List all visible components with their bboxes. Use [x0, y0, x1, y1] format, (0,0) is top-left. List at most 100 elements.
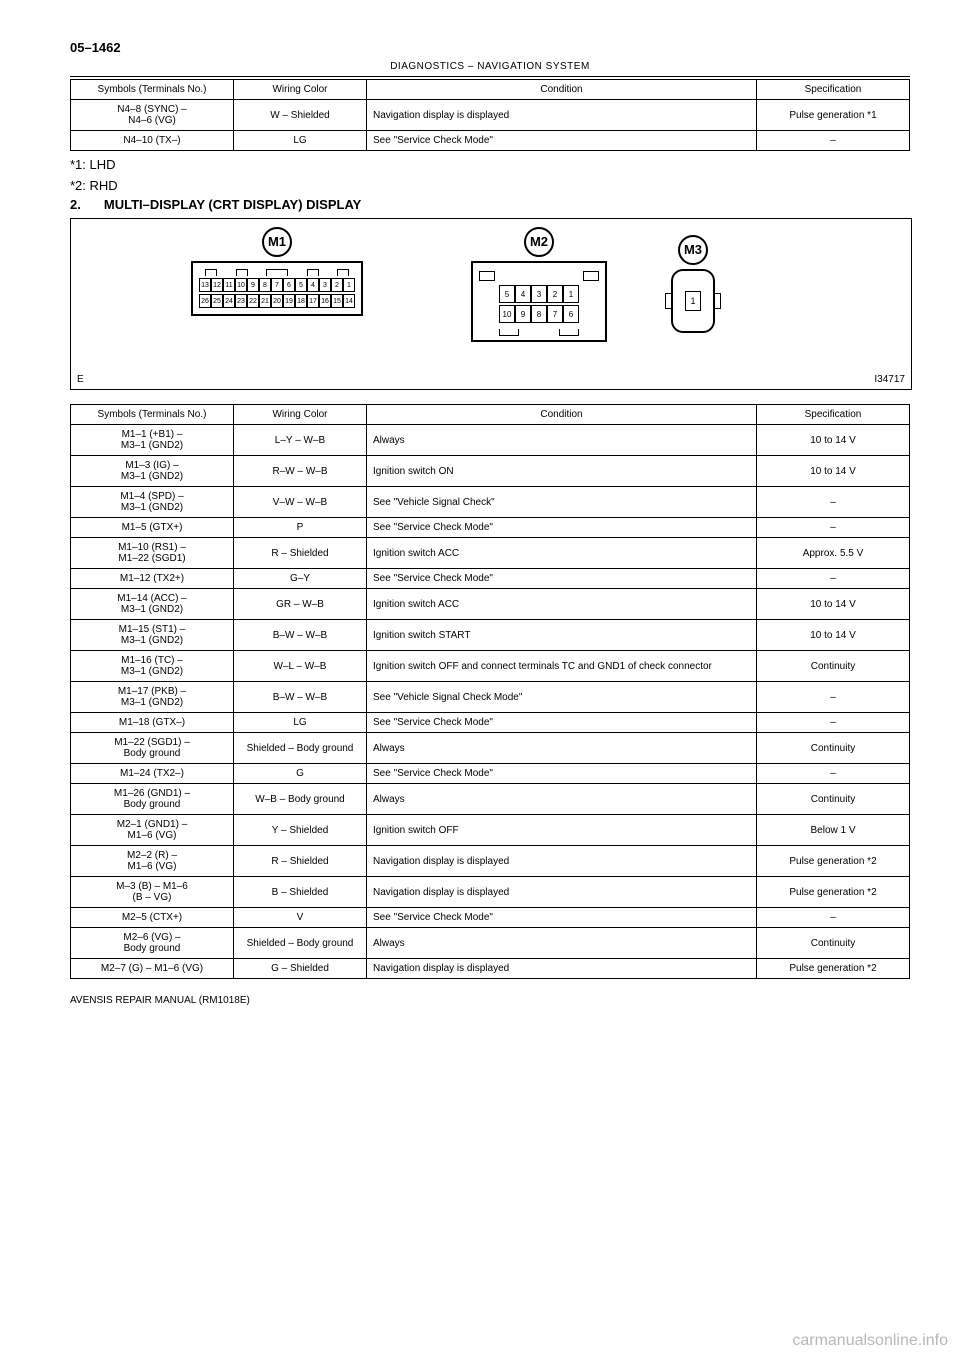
table-cell: Always — [367, 784, 757, 815]
connector-pin: 7 — [271, 278, 283, 292]
th-symbols: Symbols (Terminals No.) — [71, 80, 234, 100]
table-row: M1–16 (TC) – M3–1 (GND2)W–L – W–BIgnitio… — [71, 651, 910, 682]
table-cell: M2–6 (VG) – Body ground — [71, 928, 234, 959]
connector-pin: 15 — [331, 294, 343, 308]
table-row: M1–4 (SPD) – M3–1 (GND2)V–W – W–BSee "Ve… — [71, 487, 910, 518]
table-cell: M1–1 (+B1) – M3–1 (GND2) — [71, 425, 234, 456]
table-cell: M1–5 (GTX+) — [71, 518, 234, 538]
watermark: carmanualsonline.info — [792, 1332, 948, 1350]
th-wiring: Wiring Color — [234, 80, 367, 100]
table-cell: – — [757, 682, 910, 713]
connector-diagram: M1 13121110987654321 2625242322212019181… — [70, 218, 912, 390]
table-cell: W – Shielded — [234, 100, 367, 131]
table-cell: LG — [234, 131, 367, 151]
connector-m1: M1 13121110987654321 2625242322212019181… — [191, 227, 363, 316]
table-cell: M1–12 (TX2+) — [71, 569, 234, 589]
connector-m2: M2 54321 109876 — [471, 227, 607, 342]
connector-m3: M3 1 — [671, 235, 715, 333]
table-cell: Navigation display is displayed — [367, 877, 757, 908]
table-cell: Ignition switch START — [367, 620, 757, 651]
table-cell: – — [757, 487, 910, 518]
connector-pin: 25 — [211, 294, 223, 308]
table-cell: – — [757, 764, 910, 784]
table-cell: N4–10 (TX–) — [71, 131, 234, 151]
table-row: M1–18 (GTX–)LGSee "Service Check Mode"– — [71, 713, 910, 733]
note-rhd: *2: RHD — [70, 178, 910, 193]
table-row: M1–1 (+B1) – M3–1 (GND2)L–Y – W–BAlways1… — [71, 425, 910, 456]
table-cell: GR – W–B — [234, 589, 367, 620]
table-row: N4–8 (SYNC) – N4–6 (VG)W – ShieldedNavig… — [71, 100, 910, 131]
table-cell: G–Y — [234, 569, 367, 589]
table-cell: V — [234, 908, 367, 928]
table-cell: – — [757, 518, 910, 538]
table-cell: Shielded – Body ground — [234, 733, 367, 764]
connector-m1-label: M1 — [262, 227, 292, 257]
terminals-table-1: Symbols (Terminals No.) Wiring Color Con… — [70, 79, 910, 151]
table-cell: See "Service Check Mode" — [367, 908, 757, 928]
connector-pin: 7 — [547, 305, 563, 323]
table-cell: 10 to 14 V — [757, 589, 910, 620]
connector-pin: 11 — [223, 278, 235, 292]
table-cell: G – Shielded — [234, 959, 367, 979]
connector-pin: 9 — [515, 305, 531, 323]
connector-pin: 10 — [499, 305, 515, 323]
section-title: MULTI–DISPLAY (CRT DISPLAY) DISPLAY — [104, 197, 361, 212]
table-cell: G — [234, 764, 367, 784]
note-lhd: *1: LHD — [70, 157, 910, 172]
table-cell: Ignition switch OFF and connect terminal… — [367, 651, 757, 682]
table-cell: Always — [367, 425, 757, 456]
table-row: M1–22 (SGD1) – Body groundShielded – Bod… — [71, 733, 910, 764]
table-cell: M1–4 (SPD) – M3–1 (GND2) — [71, 487, 234, 518]
th-condition: Condition — [367, 80, 757, 100]
table-cell: Navigation display is displayed — [367, 846, 757, 877]
footer-text: AVENSIS REPAIR MANUAL (RM1018E) — [70, 995, 910, 1006]
table-row: M2–5 (CTX+)VSee "Service Check Mode"– — [71, 908, 910, 928]
table-row: M1–12 (TX2+)G–YSee "Service Check Mode"– — [71, 569, 910, 589]
table-row: M2–7 (G) – M1–6 (VG)G – ShieldedNavigati… — [71, 959, 910, 979]
page-header: DIAGNOSTICS – NAVIGATION SYSTEM — [70, 61, 910, 76]
table-cell: See "Service Check Mode" — [367, 518, 757, 538]
table-cell: Pulse generation *2 — [757, 877, 910, 908]
connector-pin: 3 — [319, 278, 331, 292]
th-symbols: Symbols (Terminals No.) — [71, 405, 234, 425]
table-cell: – — [757, 908, 910, 928]
connector-pin: 23 — [235, 294, 247, 308]
connector-pin: 1 — [563, 285, 579, 303]
table-cell: B–W – W–B — [234, 682, 367, 713]
table-cell: 10 to 14 V — [757, 425, 910, 456]
table-cell: See "Service Check Mode" — [367, 713, 757, 733]
connector-pin: 12 — [211, 278, 223, 292]
table-cell: Shielded – Body ground — [234, 928, 367, 959]
connector-pin: 26 — [199, 294, 211, 308]
table-cell: Y – Shielded — [234, 815, 367, 846]
table-cell: M–3 (B) – M1–6 (B – VG) — [71, 877, 234, 908]
table-row: M2–2 (R) – M1–6 (VG)R – ShieldedNavigati… — [71, 846, 910, 877]
table-cell: Below 1 V — [757, 815, 910, 846]
table-cell: M1–22 (SGD1) – Body ground — [71, 733, 234, 764]
connector-pin: 6 — [283, 278, 295, 292]
table-cell: – — [757, 131, 910, 151]
table-cell: M1–16 (TC) – M3–1 (GND2) — [71, 651, 234, 682]
table-cell: L–Y – W–B — [234, 425, 367, 456]
connector-pin: 1 — [343, 278, 355, 292]
table-cell: R – Shielded — [234, 846, 367, 877]
table-cell: N4–8 (SYNC) – N4–6 (VG) — [71, 100, 234, 131]
table-cell: B–W – W–B — [234, 620, 367, 651]
connector-pin: 3 — [531, 285, 547, 303]
table-cell: R–W – W–B — [234, 456, 367, 487]
table-row: N4–10 (TX–)LGSee "Service Check Mode"– — [71, 131, 910, 151]
connector-pin: 2 — [547, 285, 563, 303]
table-cell: M2–5 (CTX+) — [71, 908, 234, 928]
diagram-code: I34717 — [874, 374, 905, 385]
table-cell: M2–2 (R) – M1–6 (VG) — [71, 846, 234, 877]
table-cell: 10 to 14 V — [757, 620, 910, 651]
page-number: 05–1462 — [70, 40, 910, 55]
table-cell: B – Shielded — [234, 877, 367, 908]
table-cell: Continuity — [757, 651, 910, 682]
table-cell: See "Service Check Mode" — [367, 764, 757, 784]
connector-pin: 8 — [531, 305, 547, 323]
connector-pin: 4 — [515, 285, 531, 303]
connector-pin: 16 — [319, 294, 331, 308]
connector-pin: 6 — [563, 305, 579, 323]
table-cell: Continuity — [757, 784, 910, 815]
